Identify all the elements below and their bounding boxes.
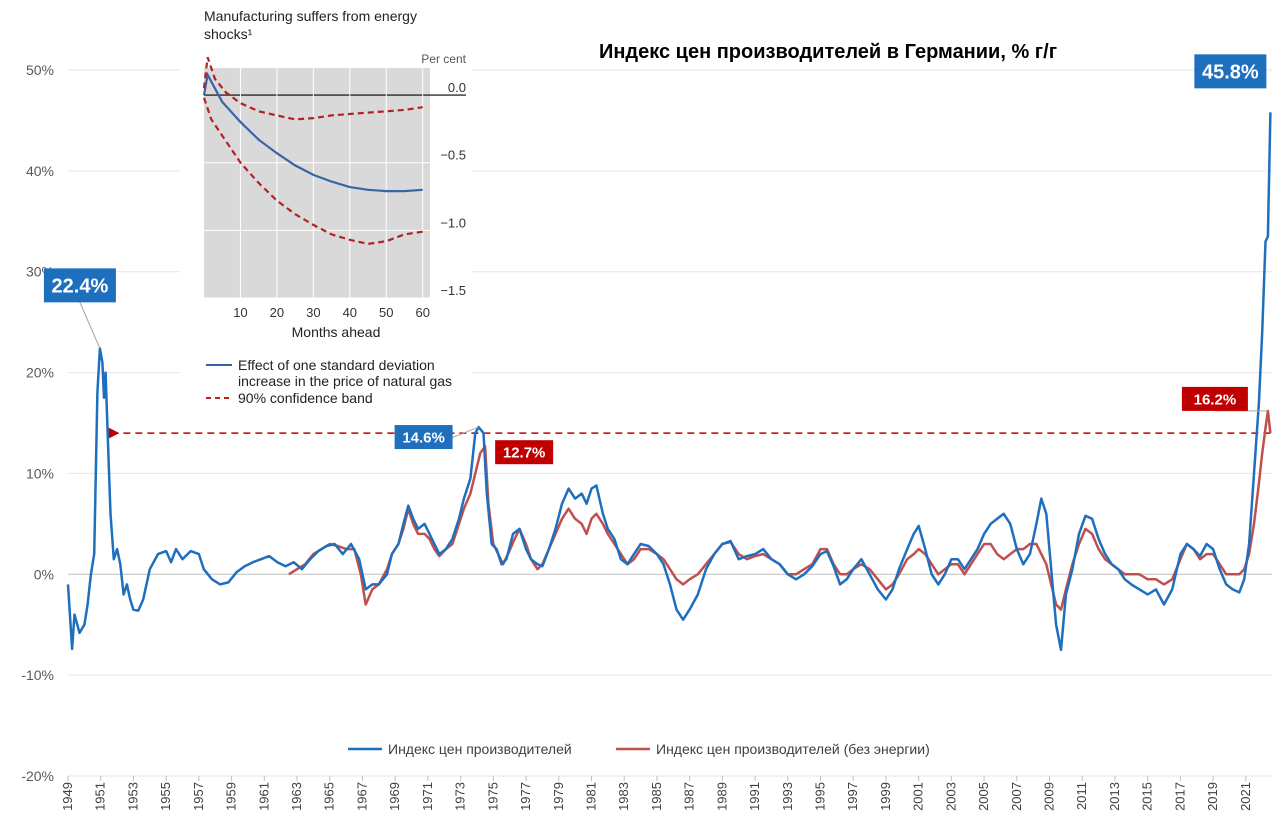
inset-x-label: Months ahead — [292, 324, 381, 340]
legend-label-ppi-ex-energy: Индекс цен производителей (без энергии) — [656, 741, 930, 757]
x-tick-label: 1975 — [485, 782, 500, 811]
inset-legend: Effect of one standard deviation increas… — [206, 357, 452, 406]
x-tick-label: 1981 — [583, 782, 598, 811]
x-tick-label: 1977 — [518, 782, 533, 811]
callout-leader — [79, 302, 101, 349]
x-tick-label: 1951 — [93, 782, 108, 811]
x-tick-label: 2005 — [976, 782, 991, 811]
inset-x-tick-label: 40 — [343, 305, 357, 320]
x-tick-label: 2013 — [1107, 782, 1122, 811]
x-tick-label: 1963 — [289, 782, 304, 811]
x-tick-label: 1965 — [322, 782, 337, 811]
x-tick-label: 1955 — [158, 782, 173, 811]
x-tick-label: 1971 — [420, 782, 435, 811]
inset-legend-effect-label: Effect of one standard deviation increas… — [238, 357, 452, 389]
inset-x-tick-label: 10 — [233, 305, 247, 320]
inset-band-upper — [202, 56, 423, 121]
x-tick-label: 2007 — [1009, 782, 1024, 811]
callout-box — [1194, 54, 1267, 89]
callout-label: 45.8% — [1202, 62, 1259, 84]
callouts: 22.4% 14.6% 12.7% 45.8% 16.2% — [43, 54, 1268, 465]
main-y-axis: -20%-10%0%10%20%30%40%50% — [21, 62, 54, 784]
inset-series-group — [202, 56, 423, 246]
callout-box — [1181, 386, 1248, 411]
main-chart-title: Индекс цен производителей в Германии, % … — [599, 41, 1057, 63]
y-tick-label: -20% — [21, 768, 54, 784]
inset-y-axis: 0.0 −0.5 −1.0 −1.5 — [440, 80, 466, 298]
x-tick-label: 1961 — [256, 782, 271, 811]
inset-x-tick-label: 50 — [379, 305, 393, 320]
x-tick-label: 2009 — [1042, 782, 1057, 811]
inset-y-tick-label: −0.5 — [440, 148, 466, 163]
x-tick-label: 1959 — [224, 782, 239, 811]
x-tick-label: 1949 — [60, 782, 75, 811]
x-tick-label: 2001 — [911, 782, 926, 811]
inset-y-tick-label: −1.0 — [440, 215, 466, 230]
inset-effect-line — [202, 71, 423, 193]
inset-x-axis: 10 20 30 40 50 60 — [233, 305, 430, 320]
inset-band-lower — [202, 97, 423, 246]
main-x-axis: 1949 1951 1953 1955 1957 1959 1961 1963 1965 1967… — [60, 776, 1253, 811]
x-tick-label: 1997 — [845, 782, 860, 811]
callout-box — [495, 440, 554, 465]
x-tick-label: 2021 — [1238, 782, 1253, 811]
inset-chart: Manufacturing suffers from energy shocks… — [180, 4, 472, 410]
inset-legend-band-label: 90% confidence band — [238, 390, 373, 406]
x-tick-label: 2019 — [1205, 782, 1220, 811]
x-tick-label: 1995 — [813, 782, 828, 811]
x-tick-label: 1999 — [878, 782, 893, 811]
x-tick-label: 2015 — [1140, 782, 1155, 811]
y-tick-label: 50% — [26, 62, 54, 78]
main-legend: Индекс цен производителей Индекс цен про… — [348, 741, 930, 757]
y-tick-label: -10% — [21, 667, 54, 683]
inset-x-tick-label: 30 — [306, 305, 320, 320]
x-tick-label: 1969 — [387, 782, 402, 811]
y-tick-label: 20% — [26, 365, 54, 381]
x-tick-label: 1957 — [191, 782, 206, 811]
callout-box — [43, 268, 116, 303]
y-tick-label: 10% — [26, 465, 54, 481]
callout-label: 12.7% — [503, 445, 546, 462]
inset-plot-area — [204, 68, 430, 298]
x-tick-label: 1967 — [354, 782, 369, 811]
inset-y-tick-label: 0.0 — [448, 80, 466, 95]
inset-y-tick-label: −1.5 — [440, 283, 466, 298]
inset-gridlines — [204, 68, 466, 299]
inset-x-tick-label: 20 — [270, 305, 284, 320]
y-tick-label: 40% — [26, 163, 54, 179]
x-tick-label: 1973 — [453, 782, 468, 811]
inset-title: Manufacturing suffers from energy shocks… — [204, 8, 421, 42]
x-tick-label: 1987 — [682, 782, 697, 811]
callout-box — [394, 425, 453, 450]
main-series-group — [66, 112, 1272, 652]
x-tick-label: 1979 — [551, 782, 566, 811]
x-tick-label: 1983 — [616, 782, 631, 811]
x-tick-label: 1991 — [747, 782, 762, 811]
x-tick-label: 1953 — [125, 782, 140, 811]
inset-x-tick-label: 60 — [415, 305, 429, 320]
x-tick-label: 2003 — [943, 782, 958, 811]
x-tick-label: 2011 — [1074, 782, 1089, 810]
legend-label-ppi: Индекс цен производителей — [388, 741, 572, 757]
callout-label: 14.6% — [402, 429, 445, 446]
x-tick-label: 2017 — [1172, 782, 1187, 811]
y-tick-label: 0% — [34, 566, 54, 582]
callout-label: 22.4% — [52, 276, 109, 298]
x-tick-label: 1985 — [649, 782, 664, 811]
x-tick-label: 1989 — [714, 782, 729, 811]
inset-unit-label: Per cent — [421, 52, 466, 66]
series-line-ppi — [66, 112, 1272, 652]
callout-label: 16.2% — [1194, 391, 1237, 408]
x-tick-label: 1993 — [780, 782, 795, 811]
